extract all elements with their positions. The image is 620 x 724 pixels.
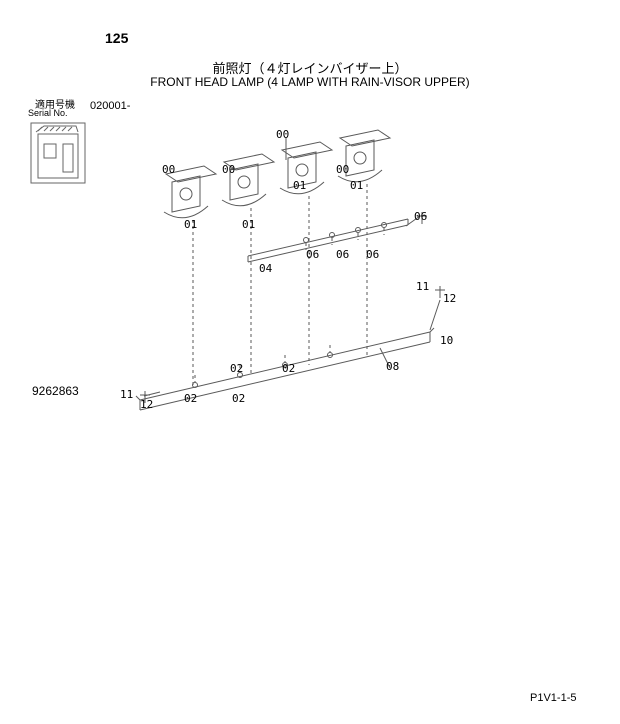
callout-01: 01 [184,218,197,231]
callout-11: 11 [120,388,133,401]
callout-06: 06 [366,248,379,261]
callout-04: 04 [259,262,272,275]
callout-00: 00 [336,163,349,176]
callout-06: 06 [306,248,319,261]
callout-12: 12 [140,398,153,411]
callout-08: 08 [386,360,399,373]
callout-06: 06 [336,248,349,261]
callout-01: 01 [242,218,255,231]
title-english: FRONT HEAD LAMP (4 LAMP WITH RAIN-VISOR … [120,75,500,89]
page-number: 125 [105,30,128,46]
callout-06: 06 [414,210,427,223]
reference-thumbnail [30,122,86,184]
reference-number: 9262863 [32,384,79,398]
callout-02: 02 [184,392,197,405]
callout-00: 00 [222,163,235,176]
serial-label-en: Serial No. [28,108,68,118]
serial-value: 020001- [90,100,130,112]
callout-02: 02 [232,392,245,405]
callout-10: 10 [440,334,453,347]
callout-12: 12 [443,292,456,305]
callout-00: 00 [276,128,289,141]
callout-01: 01 [293,179,306,192]
callout-02: 02 [230,362,243,375]
exploded-diagram [100,120,480,420]
callout-01: 01 [350,179,363,192]
footer-code: P1V1-1-5 [530,692,576,704]
callout-00: 00 [162,163,175,176]
callout-11: 11 [416,280,429,293]
callout-02: 02 [282,362,295,375]
